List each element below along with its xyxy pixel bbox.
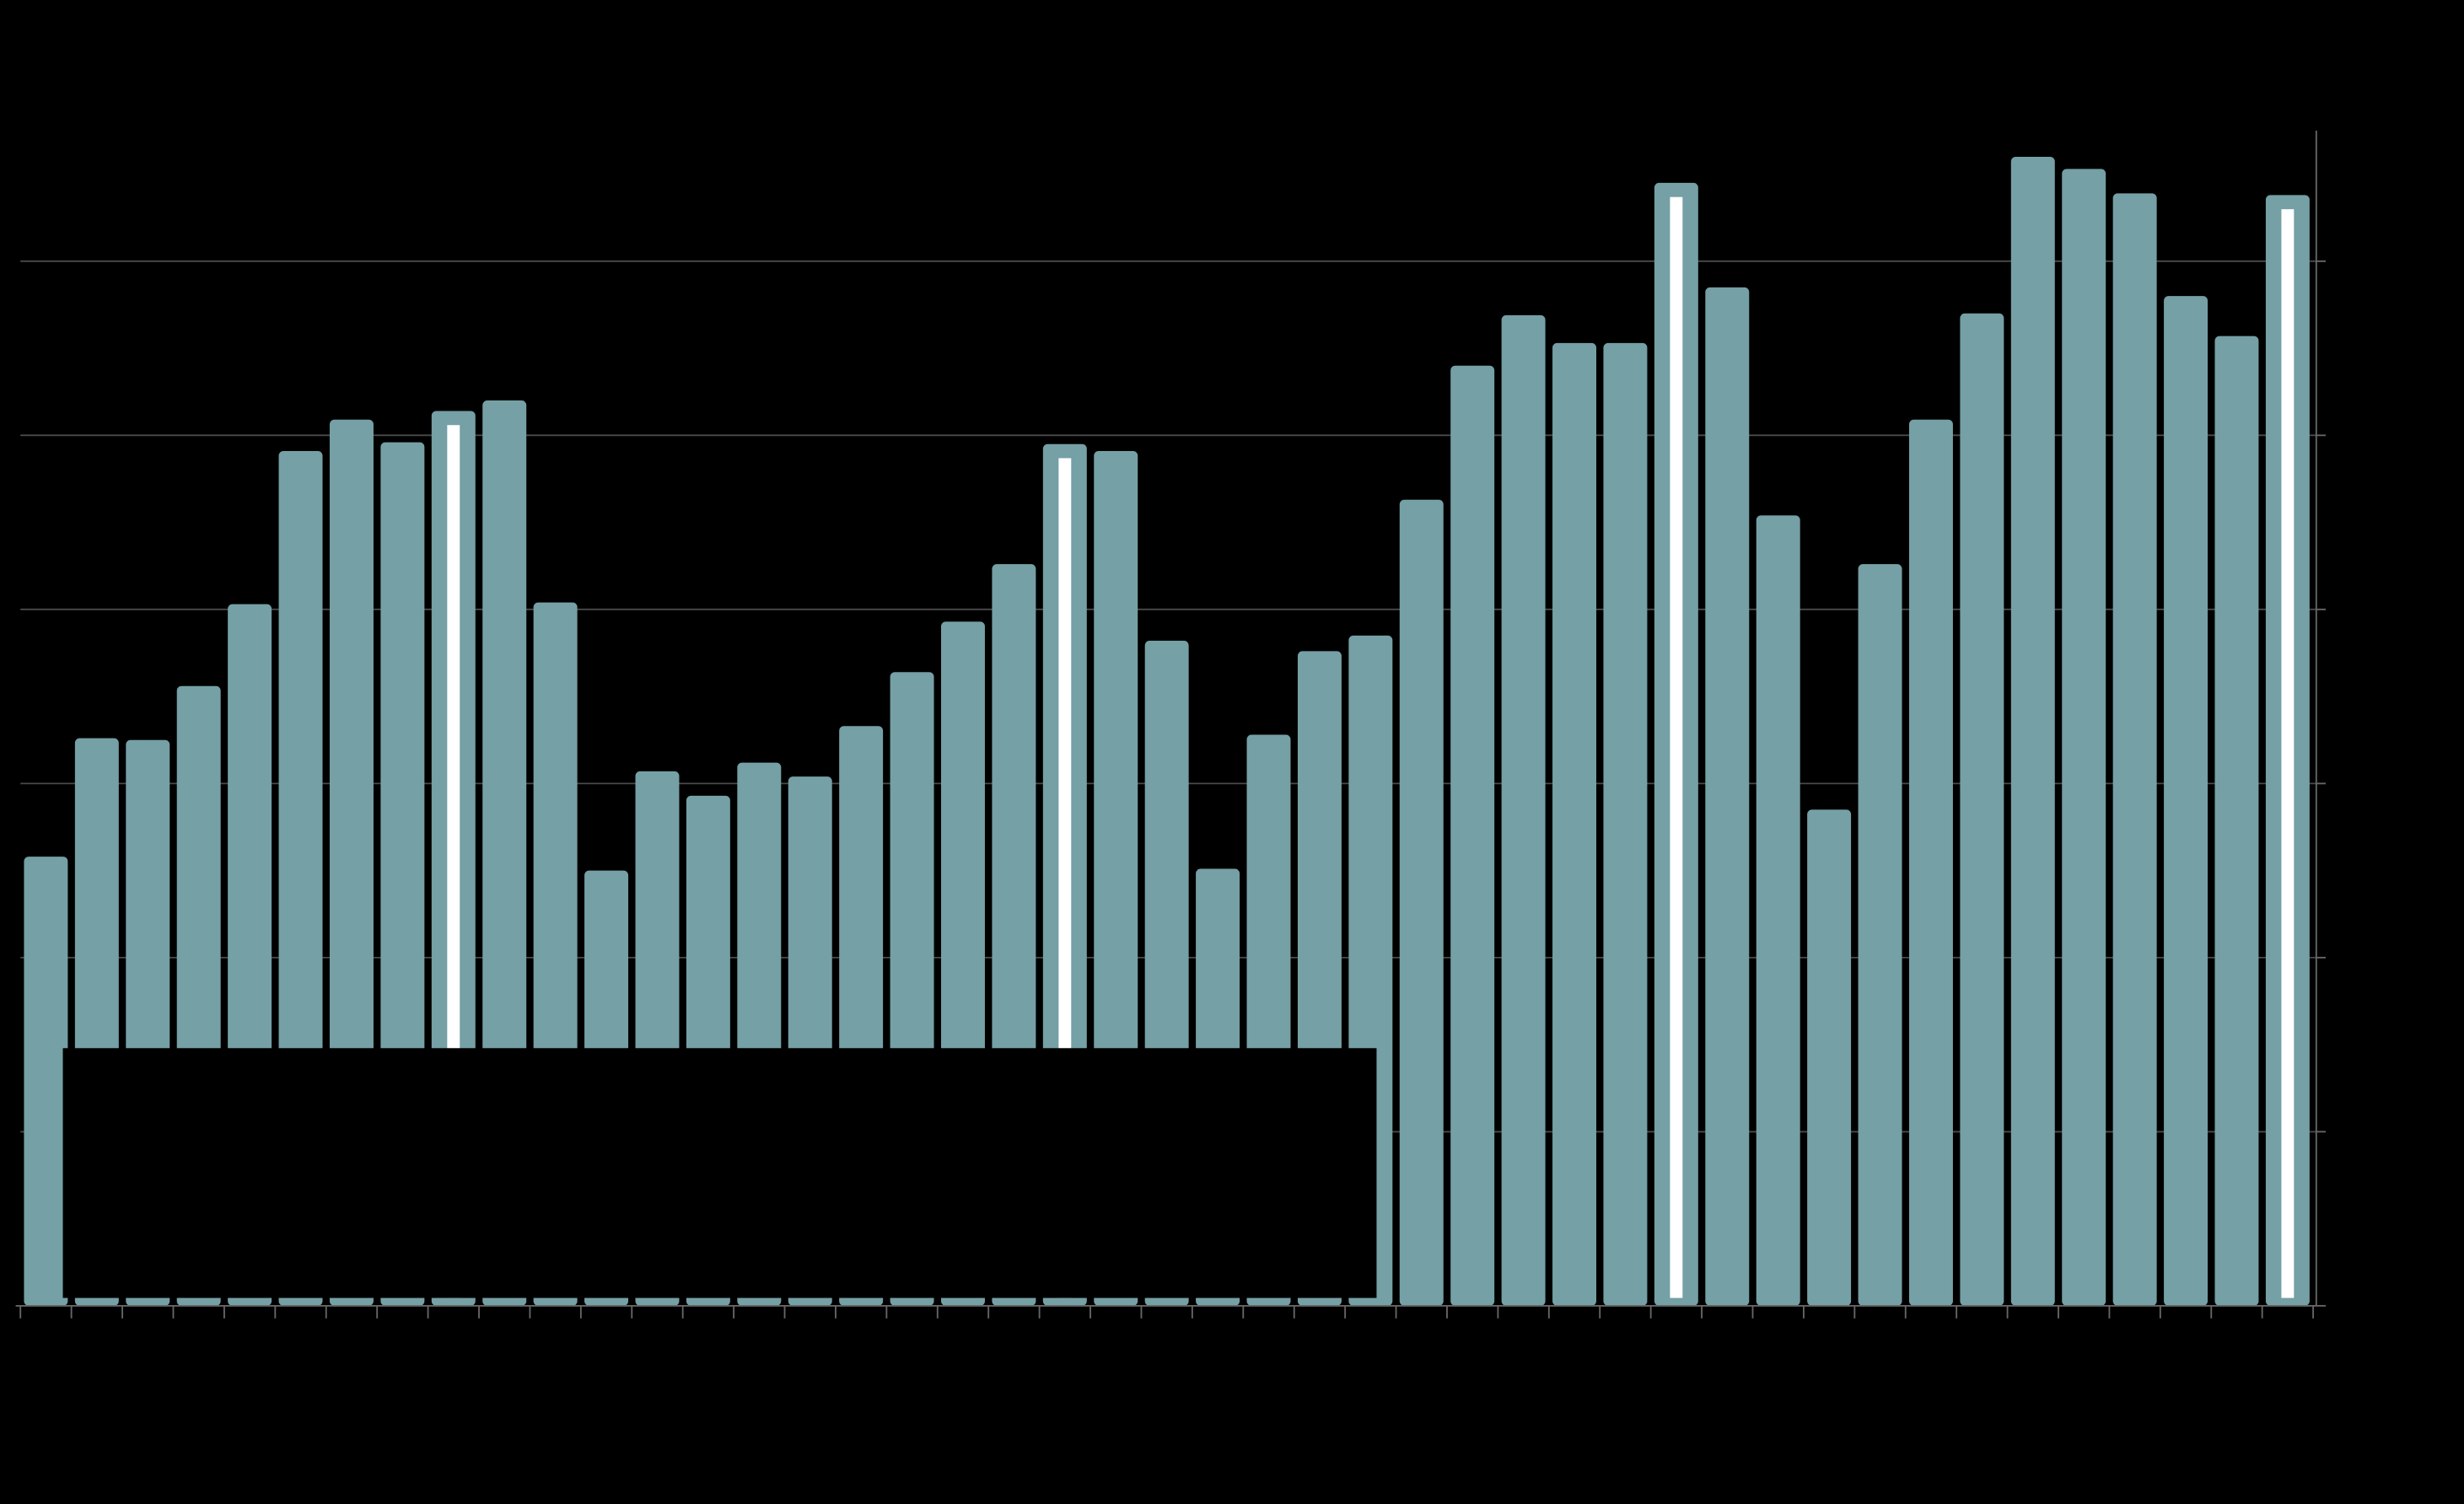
bar [2010, 156, 2055, 1306]
bar [1399, 499, 1444, 1306]
y-tick-label: 1 [2335, 1117, 2348, 1142]
bar [1908, 419, 1953, 1306]
bar [1756, 515, 1800, 1306]
axes: 0 1 2 3 4 5 6 [15, 130, 2348, 1319]
y-tick-label: 4 [2335, 595, 2348, 620]
bar [2112, 193, 2157, 1306]
legend-box [62, 1048, 1377, 1298]
bar [24, 857, 68, 1306]
y-tick-label: 3 [2335, 769, 2348, 794]
bar [2214, 336, 2259, 1306]
y-tick-label: 5 [2335, 421, 2348, 446]
bar [1807, 809, 1852, 1306]
bar [2164, 296, 2208, 1306]
bar [1450, 365, 1495, 1306]
bar [1501, 314, 1546, 1306]
y-tick-label: 6 [2335, 247, 2348, 272]
bar [1858, 564, 1902, 1306]
bar-highlight [1670, 196, 1683, 1298]
bar [1960, 313, 2004, 1306]
y-tick-label: 2 [2335, 943, 2348, 969]
bar [1552, 342, 1597, 1306]
y-tick-label: 0 [2335, 1292, 2348, 1317]
bar [1603, 342, 1648, 1306]
bar [1705, 287, 1750, 1306]
bar [2062, 169, 2106, 1306]
bar-highlight [2281, 209, 2295, 1298]
